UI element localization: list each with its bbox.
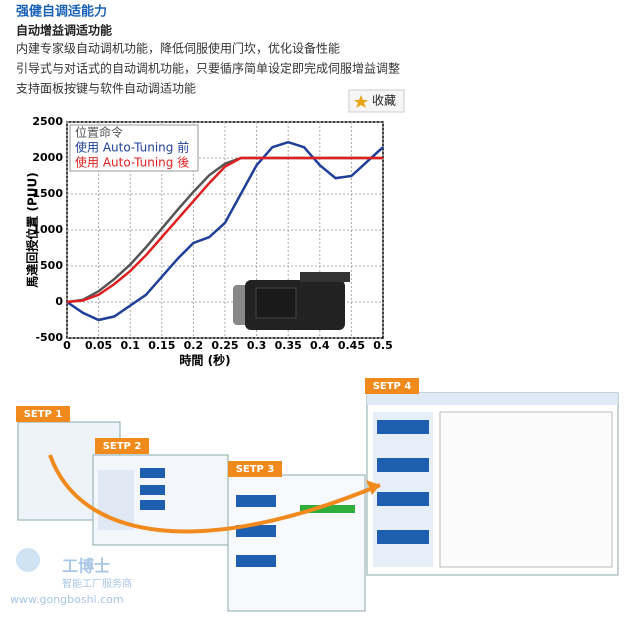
x-tick-label: 0.45 xyxy=(338,339,365,352)
watermark-url: www.gongboshi.com xyxy=(10,593,124,606)
legend-entry: 位置命令 xyxy=(75,125,123,140)
step-badge xyxy=(228,461,282,477)
x-tick-label: 0.05 xyxy=(85,339,112,352)
text-line: 内建专家级自动调机功能，降低伺服使用门坎，优化设备性能 xyxy=(16,41,340,56)
text-line: 支持面板按键与软件自动调适功能 xyxy=(16,81,196,96)
y-tick-label: -500 xyxy=(35,331,63,344)
step-screens xyxy=(17,392,619,612)
step-badge xyxy=(16,406,70,422)
x-tick-label: 0.15 xyxy=(148,339,175,352)
series-line xyxy=(66,156,383,304)
series-line xyxy=(66,140,384,322)
y-axis-label: 馬達回授位置 (PUU) xyxy=(25,172,40,287)
favorite-button[interactable] xyxy=(348,89,405,113)
y-tick-label: 1000 xyxy=(32,223,63,236)
text-line: 引导式与对话式的自动调机功能，只要循序简单设定即完成伺服增益调整 xyxy=(16,61,400,76)
y-tick-label: 1500 xyxy=(32,187,63,200)
step-label: SETP 4 xyxy=(373,381,412,392)
x-tick-label: 0.3 xyxy=(247,339,267,352)
y-tick-label: 2000 xyxy=(32,151,63,164)
legend-entry: 使用 Auto-Tuning 前 xyxy=(75,140,189,155)
y-tick-label: 500 xyxy=(40,259,63,272)
x-tick-label: 0.35 xyxy=(275,339,302,352)
motor xyxy=(233,272,350,330)
legend-box xyxy=(69,124,199,172)
y-tick-label: 0 xyxy=(55,295,63,308)
subtitle: 自动增益调适功能 xyxy=(16,23,112,38)
step-label: SETP 1 xyxy=(24,409,63,420)
step-badge xyxy=(365,378,419,394)
step-badge xyxy=(95,438,149,454)
x-tick-label: 0.2 xyxy=(184,339,204,352)
mascot-icon xyxy=(16,548,40,572)
x-axis-label: 時間 (秒) xyxy=(179,353,230,368)
watermark-tagline: 智能工厂服务商 xyxy=(62,577,132,590)
step-label: SETP 2 xyxy=(103,441,142,452)
x-tick-label: 0.4 xyxy=(310,339,330,352)
y-tick-label: 2500 xyxy=(32,115,63,128)
title: 强健自调适能力 xyxy=(16,4,107,20)
x-tick-label: 0.25 xyxy=(211,339,238,352)
x-tick-label: 0.1 xyxy=(120,339,140,352)
x-tick-label: 0.5 xyxy=(373,339,393,352)
x-tick-label: 0 xyxy=(63,339,71,352)
watermark-brand: 工博士 xyxy=(62,557,110,576)
favorite-label[interactable]: 收藏 xyxy=(372,94,396,108)
step-label: SETP 3 xyxy=(236,464,275,475)
legend-entry: 使用 Auto-Tuning 後 xyxy=(75,155,189,170)
star-icon xyxy=(354,95,368,108)
